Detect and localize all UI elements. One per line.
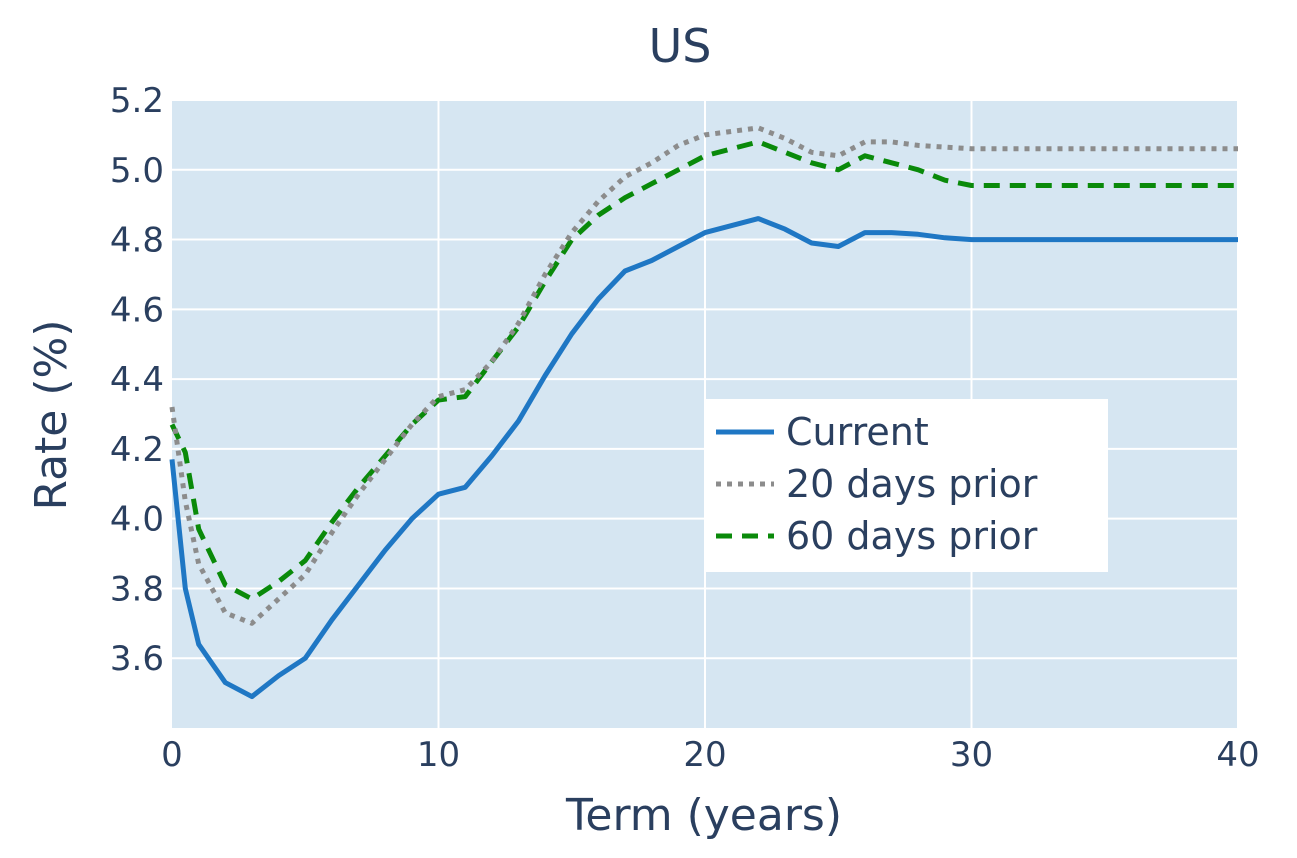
series-layer xyxy=(169,125,1238,700)
x-axis-ticks: 0 10 20 30 40 xyxy=(161,735,1259,775)
y-tick-label: 3.8 xyxy=(110,569,164,609)
legend: Current 20 days prior 60 days prior xyxy=(706,399,1108,572)
x-tick-label: 0 xyxy=(161,735,183,775)
y-tick-label: 4.0 xyxy=(110,500,164,540)
y-axis-ticks: 3.6 3.8 4.0 4.2 4.4 4.6 4.8 5.0 5.2 xyxy=(110,81,164,679)
x-tick-label: 10 xyxy=(417,735,460,775)
legend-label: 60 days prior xyxy=(786,514,1038,558)
y-tick-label: 4.2 xyxy=(110,430,164,470)
x-axis-label: Term (years) xyxy=(565,790,842,841)
y-tick-label: 4.8 xyxy=(110,221,164,261)
x-tick-label: 20 xyxy=(683,735,726,775)
legend-label: 20 days prior xyxy=(786,462,1038,506)
y-tick-label: 5.0 xyxy=(110,151,164,191)
x-tick-label: 40 xyxy=(1216,735,1259,775)
x-tick-label: 30 xyxy=(950,735,993,775)
legend-label: Current xyxy=(786,410,929,454)
y-tick-label: 5.2 xyxy=(110,81,164,121)
y-tick-label: 3.6 xyxy=(110,639,164,679)
series-line-20-days-prior xyxy=(169,125,1238,626)
y-tick-label: 4.6 xyxy=(110,290,164,330)
y-axis-label: Rate (%) xyxy=(26,319,77,510)
y-tick-label: 4.4 xyxy=(110,360,164,400)
series-line-60-days-prior xyxy=(169,139,1238,602)
series-line-current xyxy=(169,216,1238,700)
chart-title: US xyxy=(649,19,712,73)
